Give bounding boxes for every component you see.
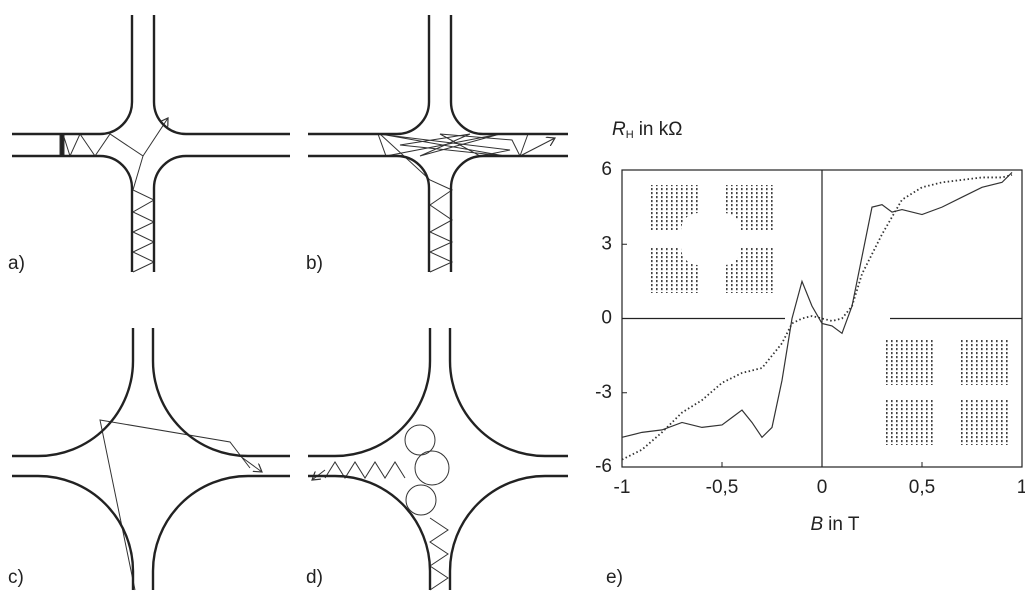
y-label-subscript: H: [626, 129, 634, 141]
y-tick-label: 6: [601, 159, 612, 180]
trajectory: [378, 134, 555, 272]
x-label-symbol: B: [810, 514, 823, 535]
figure: a) b) c) d) e) RHin kΩ Bin T -6 -3 0 3 6: [0, 0, 1025, 593]
trajectory: [60, 118, 168, 272]
y-tick-label: -6: [595, 456, 612, 477]
channel-outline: [12, 328, 290, 590]
x-tick-label: -0,5: [706, 477, 739, 498]
x-tick-label: 1: [1017, 477, 1025, 498]
x-tick-label: 0,5: [909, 477, 935, 498]
channel-outline: [308, 328, 568, 590]
y-tick-label: 3: [601, 233, 612, 254]
page: {"panels": ["a)", "b)", "c)", "d)"], "ch…: [0, 0, 1025, 598]
x-label-unit: in T: [828, 514, 860, 535]
inset: [648, 185, 1008, 445]
x-tick-label: -1: [614, 477, 631, 498]
y-tick-label: 0: [601, 308, 612, 329]
panel-label: a): [8, 253, 25, 274]
channel-outline: [308, 15, 568, 272]
body: a) b) c) d) e) RHin kΩ Bin T -6 -3 0 3 6: [0, 0, 1025, 598]
y-label-unit: in kΩ: [639, 119, 683, 140]
panel-label: b): [306, 253, 323, 274]
y-label-symbol: R: [612, 119, 626, 140]
panel-label: d): [306, 567, 323, 588]
panel-label: c): [8, 567, 24, 588]
x-tick-label: 0: [817, 477, 828, 498]
y-tick-label: -3: [595, 382, 612, 403]
trajectory: [312, 425, 449, 590]
panel-label: e): [606, 567, 623, 588]
